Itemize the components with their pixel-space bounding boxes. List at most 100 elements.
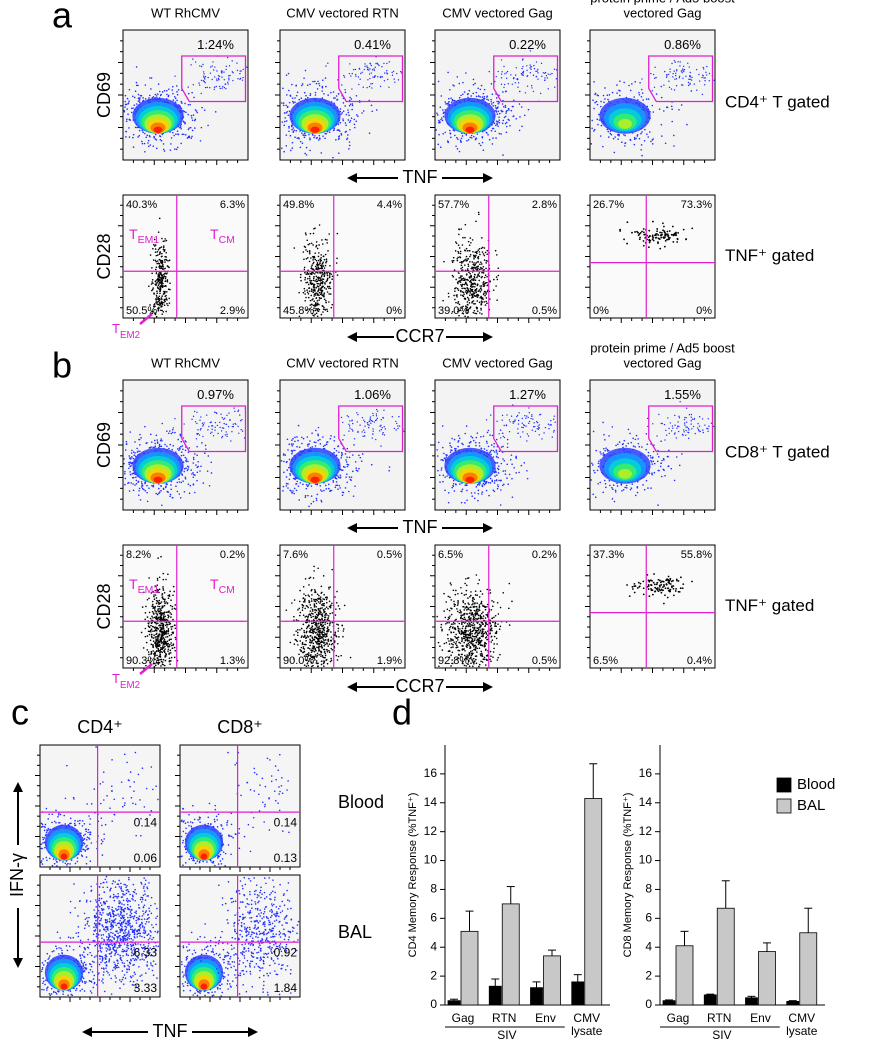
event-dot	[323, 293, 325, 295]
event-dot	[155, 284, 157, 286]
event-dot	[154, 610, 156, 612]
event-dot	[134, 452, 136, 454]
event-dot	[502, 123, 504, 125]
event-dot	[157, 638, 159, 640]
event-dot	[349, 105, 351, 107]
event-dot	[481, 237, 483, 239]
event-dot	[291, 492, 293, 494]
event-dot	[469, 244, 471, 246]
event-dot	[308, 505, 310, 507]
event-dot	[359, 68, 360, 69]
event-dot	[473, 279, 475, 281]
event-dot	[289, 474, 291, 476]
event-dot	[638, 92, 640, 94]
event-dot	[175, 637, 177, 639]
event-dot	[489, 71, 490, 72]
event-dot	[293, 129, 295, 131]
event-dot	[469, 250, 471, 252]
event-dot	[352, 73, 353, 74]
event-dot	[648, 230, 650, 232]
event-dot	[161, 423, 163, 425]
event-dot	[536, 61, 537, 62]
event-dot	[173, 643, 175, 645]
event-dot	[656, 237, 658, 239]
event-dot	[162, 279, 164, 281]
event-dot	[307, 251, 309, 253]
event-dot	[528, 109, 530, 111]
event-dot	[164, 648, 166, 650]
event-dot	[449, 130, 451, 132]
event-dot	[554, 87, 555, 88]
event-dot	[183, 437, 184, 438]
event-dot	[689, 66, 690, 67]
event-dot	[173, 591, 175, 593]
event-dot	[149, 612, 151, 614]
event-dot	[305, 282, 307, 284]
event-dot	[609, 133, 611, 135]
event-dot	[358, 76, 359, 77]
event-dot	[158, 488, 160, 490]
event-dot	[481, 301, 483, 303]
event-dot	[156, 255, 158, 257]
event-dot	[161, 306, 163, 308]
event-dot	[198, 82, 199, 83]
event-dot	[132, 107, 134, 109]
event-dot	[478, 256, 480, 258]
event-dot	[154, 440, 156, 442]
event-dot	[469, 295, 471, 297]
event-dot	[145, 98, 147, 100]
event-dot	[240, 70, 241, 71]
event-dot	[315, 303, 317, 305]
event-dot	[237, 426, 238, 427]
event-dot	[181, 133, 183, 135]
event-dot	[159, 446, 161, 448]
event-dot	[141, 632, 143, 634]
event-dot	[596, 101, 598, 103]
event-dot	[152, 607, 154, 609]
event-dot	[286, 111, 288, 113]
event-dot	[185, 457, 187, 459]
event-dot	[682, 68, 683, 69]
event-dot	[231, 431, 232, 432]
event-dot	[322, 311, 324, 313]
event-dot	[466, 279, 468, 281]
event-dot	[347, 134, 349, 136]
event-dot	[177, 147, 179, 149]
event-dot	[361, 112, 363, 114]
event-dot	[325, 488, 327, 490]
event-dot	[201, 442, 203, 444]
event-dot	[486, 95, 488, 97]
event-dot	[467, 301, 469, 303]
event-dot	[497, 267, 499, 269]
event-dot	[232, 426, 233, 427]
event-dot	[172, 445, 174, 447]
event-dot	[457, 251, 459, 253]
event-dot	[181, 455, 183, 457]
event-dot	[641, 144, 643, 146]
event-dot	[448, 98, 450, 100]
event-dot	[155, 616, 157, 618]
event-dot	[169, 644, 171, 646]
event-dot	[145, 612, 147, 614]
event-dot	[348, 115, 350, 117]
event-dot	[194, 492, 196, 494]
event-dot	[155, 299, 157, 301]
event-dot	[317, 248, 319, 250]
event-dot	[177, 491, 179, 493]
event-dot	[167, 266, 169, 268]
subset-letter: T	[112, 321, 120, 336]
event-dot	[688, 85, 689, 86]
event-dot	[350, 479, 352, 481]
event-dot	[212, 79, 213, 80]
event-dot	[501, 84, 502, 85]
event-dot	[165, 643, 167, 645]
event-dot	[222, 436, 223, 437]
event-dot	[480, 309, 482, 311]
event-dot	[172, 619, 174, 621]
event-dot	[371, 110, 373, 112]
event-dot	[328, 301, 330, 303]
event-dot	[452, 84, 454, 86]
event-dot	[483, 149, 485, 151]
event-dot	[309, 290, 311, 292]
event-dot	[666, 239, 668, 241]
